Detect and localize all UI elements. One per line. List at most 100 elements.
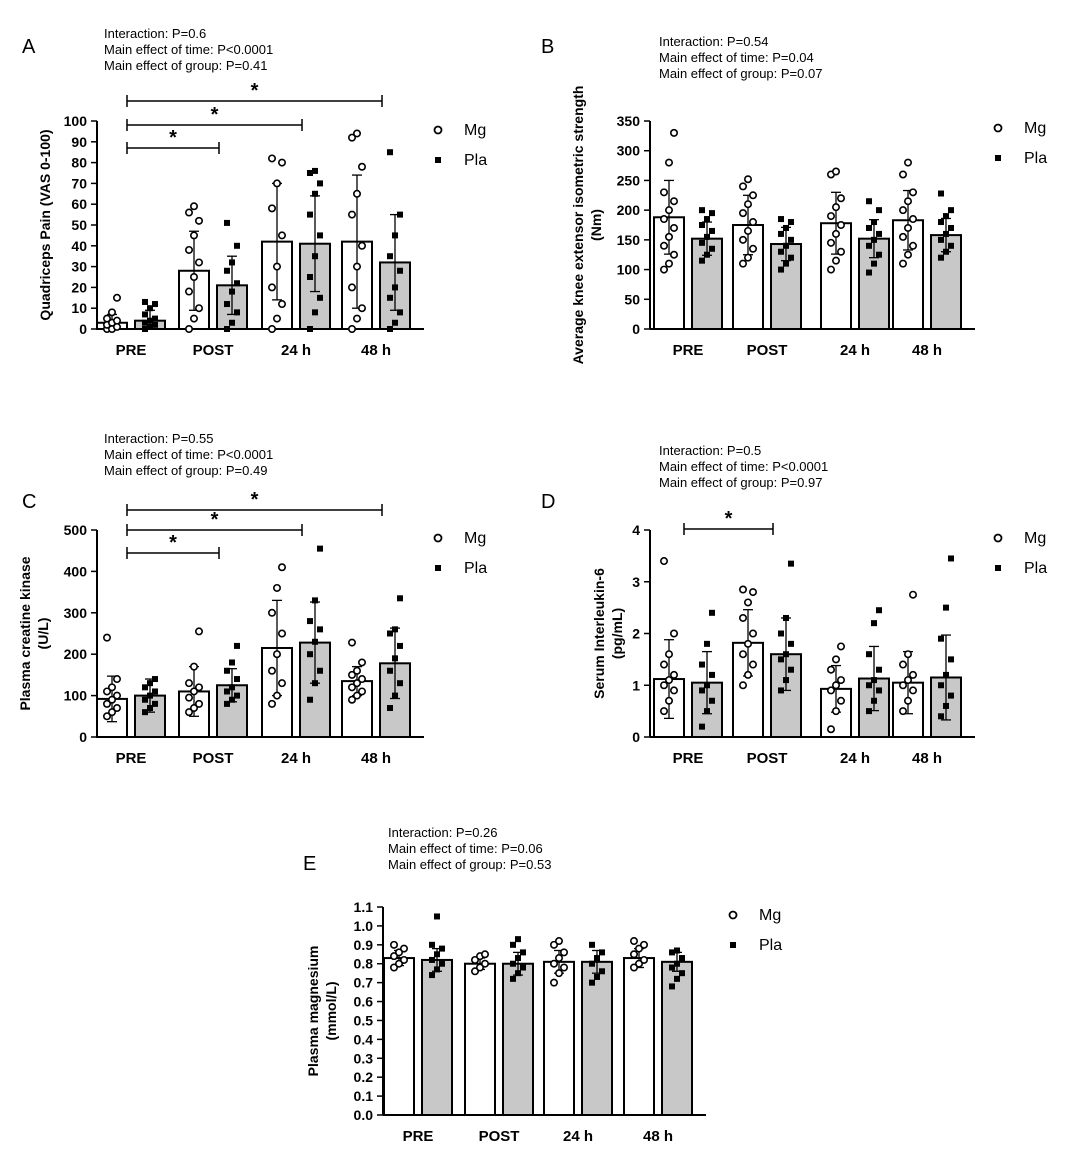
y-tick-label: 40 (71, 238, 87, 254)
point-pla (429, 941, 435, 948)
point-pla (387, 149, 393, 156)
legend-mg-marker (433, 533, 443, 543)
point-mg (190, 314, 199, 323)
point-pla (392, 319, 398, 326)
point-pla (704, 251, 710, 258)
y-tick-label: 0 (79, 729, 87, 745)
point-pla (866, 198, 872, 205)
point-mg (831, 229, 840, 238)
bar-mg-PRE (383, 957, 415, 1117)
legend-pla-marker (435, 565, 441, 571)
stats-line: Main effect of time: P=0.06 (388, 841, 543, 856)
point-pla (594, 973, 600, 980)
point-pla (229, 684, 235, 691)
y-tick-label: 90 (71, 134, 87, 150)
point-pla (704, 216, 710, 223)
point-pla (234, 309, 240, 316)
point-mg (898, 660, 907, 669)
point-pla (871, 620, 877, 627)
point-pla (312, 638, 318, 645)
point-mg (190, 231, 199, 240)
y-tick-label: 150 (617, 232, 641, 248)
x-tick-label: 48 h (361, 342, 391, 359)
y-axis-label: Serum Interleukin-6 (pg/mL) (591, 568, 625, 699)
point-mg (272, 262, 281, 271)
point-mg (664, 650, 673, 659)
sig-label: * (211, 509, 219, 531)
point-pla (709, 210, 715, 217)
point-mg (357, 675, 366, 684)
point-pla (699, 222, 705, 228)
point-pla (938, 713, 944, 720)
point-mg (898, 170, 907, 179)
point-mg (836, 676, 845, 685)
point-pla (948, 207, 954, 214)
point-pla (397, 680, 403, 687)
y-tick-label: 0.2 (354, 1069, 374, 1085)
x-tick-label: 24 h (563, 1128, 593, 1145)
point-mg (113, 316, 122, 325)
point-mg (357, 241, 366, 250)
point-pla (943, 702, 949, 709)
point-pla (704, 640, 710, 647)
point-mg (743, 598, 752, 607)
point-pla (434, 966, 440, 973)
point-pla (142, 684, 148, 691)
point-pla (147, 323, 153, 330)
point-mg (277, 300, 286, 309)
point-pla (943, 671, 949, 678)
point-mg (629, 937, 638, 946)
legend-pla-marker (995, 565, 1001, 571)
stats-line: Main effect of time: P<0.0001 (104, 447, 273, 462)
point-mg (185, 208, 194, 217)
point-mg (190, 704, 199, 713)
y-axis-label: Quadriceps Pain (VAS 0-100) (37, 129, 53, 320)
y-tick-label: 400 (64, 563, 88, 579)
point-pla (948, 692, 954, 699)
point-mg (748, 191, 757, 200)
point-mg (669, 128, 678, 137)
y-tick-label: 200 (617, 202, 641, 218)
point-pla (515, 955, 521, 962)
point-pla (510, 960, 516, 967)
point-mg (669, 629, 678, 638)
point-mg (908, 686, 917, 695)
legend-pla-label: Pla (464, 152, 487, 169)
point-mg (267, 154, 276, 163)
point-mg (347, 283, 356, 292)
point-pla (876, 687, 882, 694)
point-mg (389, 963, 398, 972)
point-mg (185, 693, 194, 702)
point-mg (664, 676, 673, 685)
y-tick-label: 0.4 (354, 1031, 374, 1047)
point-pla (778, 630, 784, 637)
point-mg (659, 707, 668, 716)
x-tick-label: PRE (116, 342, 147, 359)
point-mg (659, 557, 668, 566)
point-mg (554, 954, 563, 963)
point-pla (778, 687, 784, 694)
point-mg (480, 959, 489, 968)
point-mg (738, 650, 747, 659)
point-pla (229, 288, 235, 295)
point-mg (831, 256, 840, 265)
point-pla (312, 680, 318, 687)
y-tick-label: 0 (79, 321, 87, 337)
point-pla (307, 618, 313, 625)
point-pla (938, 682, 944, 689)
x-tick-label: 24 h (840, 750, 870, 767)
point-pla (589, 960, 595, 967)
point-pla (783, 260, 789, 267)
point-mg (267, 283, 276, 292)
point-mg (669, 250, 678, 259)
stats-line: Main effect of group: P=0.49 (104, 463, 267, 478)
y-axis-label-line: (U/L) (35, 618, 51, 650)
point-pla (234, 676, 240, 683)
point-pla (387, 705, 393, 712)
point-pla (387, 253, 393, 260)
y-tick-label: 0.1 (354, 1088, 374, 1104)
y-tick-label: 0.6 (354, 994, 374, 1010)
